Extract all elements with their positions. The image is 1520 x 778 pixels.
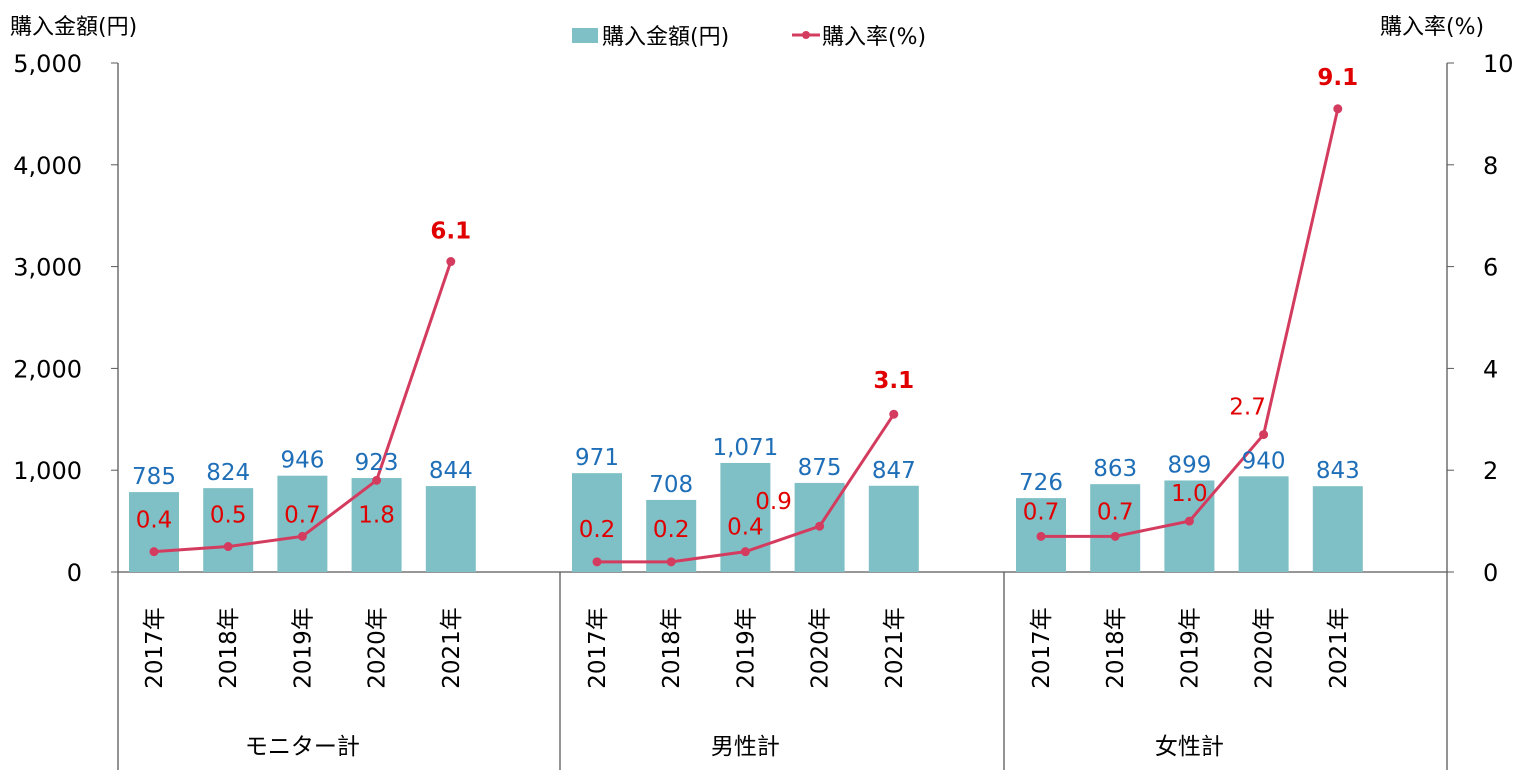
right-tick-label: 8 [1483,152,1498,180]
bar [203,488,254,572]
rate-value-label: 0.9 [755,489,792,515]
right-tick-label: 2 [1483,457,1498,485]
group-label: 女性計 [1155,734,1224,760]
rate-marker [740,547,750,557]
right-tick-label: 6 [1483,254,1498,282]
bar-value-label: 875 [798,455,842,481]
x-tick-label: 2018年 [1103,607,1129,689]
left-axis-title: 購入金額(円) [10,15,137,40]
x-tick-label: 2021年 [882,607,908,689]
right-tick-label: 10 [1483,50,1514,78]
bar [1090,484,1141,572]
x-tick-label: 2018年 [659,607,685,689]
bar-value-label: 847 [872,458,916,484]
legend-line-marker [802,31,810,39]
group-label: モニター計 [245,734,360,760]
rate-marker [666,557,676,567]
rate-value-label: 1.0 [1171,481,1208,507]
left-tick-label: 0 [67,559,82,587]
bar-value-label: 863 [1093,456,1137,482]
rate-marker [1110,531,1120,541]
bar [425,486,476,572]
rate-marker [149,547,159,557]
bar-value-label: 785 [132,464,176,490]
rate-marker [372,475,382,485]
group-label: 男性計 [711,734,780,760]
x-tick-label: 2021年 [1326,607,1352,689]
rate-value-label: 0.4 [136,508,173,534]
x-tick-label: 2020年 [808,607,834,689]
bar [129,492,179,572]
bar [1164,480,1215,572]
left-tick-label: 4,000 [13,152,82,180]
rate-marker [297,531,307,541]
rate-value-label: 6.1 [430,219,471,245]
right-tick-label: 0 [1483,559,1498,587]
rate-value-label: 0.5 [210,503,247,529]
x-tick-label: 2021年 [439,607,465,689]
right-axis-title: 購入率(%) [1380,15,1484,40]
x-tick-label: 2019年 [733,607,759,689]
x-tick-label: 2019年 [1177,607,1203,689]
rate-value-label: 9.1 [1317,65,1358,91]
bar-value-label: 940 [1242,448,1286,474]
rate-value-label: 0.7 [1023,499,1060,525]
rate-marker [446,257,456,267]
bar [1312,486,1363,572]
bar-value-label: 824 [206,460,250,486]
bar-value-label: 708 [649,472,693,498]
legend: 購入金額(円) 購入率(%) [572,25,926,50]
left-tick-label: 2,000 [13,355,82,383]
rate-marker [1036,531,1046,541]
legend-line-label: 購入率(%) [822,25,926,50]
rate-value-label: 0.7 [1097,499,1134,525]
rate-value-label: 0.4 [727,515,764,541]
rate-marker [815,521,825,531]
bar [868,485,919,572]
rate-marker [889,409,899,419]
x-tick-label: 2018年 [216,607,242,689]
bar [1238,476,1289,572]
rate-marker [592,557,602,567]
x-tick-label: 2017年 [585,607,611,689]
right-tick-label: 4 [1483,355,1498,383]
rate-value-label: 0.2 [653,517,690,543]
x-tick-label: 2017年 [142,607,168,689]
rate-marker [223,542,233,552]
rate-value-label: 0.2 [579,517,616,543]
bar-value-label: 971 [575,445,619,471]
rate-value-label: 1.8 [358,502,395,528]
bar-value-label: 843 [1316,458,1360,484]
x-tick-label: 2019年 [290,607,316,689]
bar [572,473,622,572]
bar-value-label: 1,071 [712,435,778,461]
rate-value-label: 3.1 [873,368,914,394]
left-tick-label: 3,000 [13,254,82,282]
rate-value-label: 0.7 [284,502,321,528]
bar-value-label: 844 [429,458,473,484]
legend-bar-swatch [572,28,598,43]
rate-marker [1259,430,1269,440]
rate-marker [1184,516,1194,526]
legend-bar-label: 購入金額(円) [602,25,729,50]
x-tick-label: 2020年 [365,607,391,689]
bar-value-label: 923 [355,450,399,476]
rate-marker [1333,104,1343,114]
x-tick-label: 2017年 [1029,607,1055,689]
left-tick-label: 1,000 [13,457,82,485]
bar-value-label: 946 [280,448,324,474]
bar-value-label: 899 [1167,452,1211,478]
bar-value-label: 726 [1019,470,1063,496]
left-tick-label: 5,000 [13,50,82,78]
rate-value-label: 2.7 [1229,395,1266,421]
x-tick-label: 2020年 [1252,607,1278,689]
